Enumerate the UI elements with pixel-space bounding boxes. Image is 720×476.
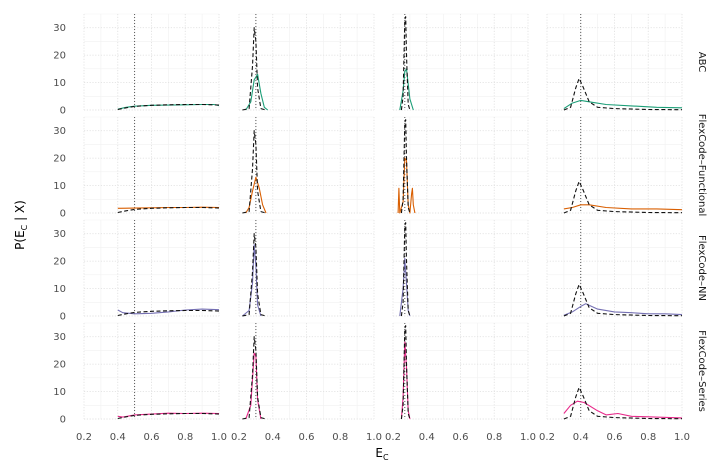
panel-r2-c1 <box>83 116 220 214</box>
y-tick-label: 10 <box>53 181 66 192</box>
panel-r2-c4 <box>546 116 683 214</box>
x-tick-label: 1.0 <box>366 432 382 443</box>
y-tick-label: 20 <box>53 51 66 62</box>
y-tick-label: 30 <box>53 332 66 343</box>
series-line-true-posterior <box>563 283 683 317</box>
panel-r3-c1 <box>83 219 220 317</box>
x-tick-label: 0.6 <box>299 432 315 443</box>
strip-label: FlexCode–Functional <box>696 114 707 216</box>
x-tick-label: 0.6 <box>607 432 623 443</box>
x-tick-label: 0.2 <box>539 432 555 443</box>
panel-r2-c3 <box>392 116 529 214</box>
y-tick-label: 20 <box>53 257 66 268</box>
x-tick-label: 0.4 <box>265 432 281 443</box>
y-axis-title-pre: P(E <box>13 230 27 250</box>
strip-label: ABC <box>696 52 707 73</box>
x-tick-label: 0.4 <box>419 432 435 443</box>
series-line-true-posterior <box>400 325 411 420</box>
panel-r1-c4 <box>546 13 683 111</box>
y-tick-label: 30 <box>53 229 66 240</box>
y-axis-title: P(EC | X) <box>13 200 29 250</box>
panel-r4-c2 <box>238 322 375 420</box>
series-line-true-posterior <box>117 412 220 420</box>
x-axis-title-subscript: C <box>383 453 389 462</box>
y-tick-label: 0 <box>60 312 66 323</box>
panel-r4-c3 <box>392 322 529 420</box>
y-tick-label: 30 <box>53 23 66 34</box>
series-line-estimate <box>563 400 683 419</box>
series-line-true-posterior <box>117 206 220 214</box>
panel-r1-c3 <box>392 13 529 111</box>
y-tick-label: 0 <box>60 209 66 220</box>
x-tick-label: 0.2 <box>76 432 92 443</box>
series-line-true-posterior <box>563 77 683 111</box>
x-tick-label: 0.2 <box>231 432 247 443</box>
panel-r3-c2 <box>238 219 375 317</box>
series-line-estimate <box>399 68 414 111</box>
x-tick-label: 1.0 <box>211 432 227 443</box>
series-line-true-posterior <box>400 222 411 317</box>
series-line-true-posterior <box>400 16 411 111</box>
series-line-estimate <box>563 99 683 110</box>
strip-label: FlexCode–Series <box>696 330 707 412</box>
series-line-estimate <box>242 244 262 317</box>
series-line-true-posterior <box>242 233 267 317</box>
y-axis-title-post: | X) <box>13 200 27 225</box>
series-line-true-posterior <box>242 27 267 111</box>
series-line-true-posterior <box>563 386 683 420</box>
x-tick-label: 0.2 <box>385 432 401 443</box>
y-tick-label: 20 <box>53 154 66 165</box>
x-tick-label: 0.6 <box>453 432 469 443</box>
y-tick-label: 0 <box>60 106 66 117</box>
panel-r2-c2 <box>238 116 375 214</box>
series-line-true-posterior <box>117 309 220 317</box>
panel-r4-c4 <box>546 322 683 420</box>
series-line-estimate <box>117 308 220 315</box>
x-tick-label: 0.4 <box>573 432 589 443</box>
x-tick-label: 1.0 <box>520 432 536 443</box>
y-tick-label: 0 <box>60 415 66 426</box>
series-line-estimate <box>563 303 683 316</box>
panel-r1-c1 <box>83 13 220 111</box>
series-line-true-posterior <box>242 336 267 420</box>
x-axis-title-main: E <box>375 446 383 460</box>
x-tick-label: 1.0 <box>674 432 690 443</box>
x-tick-label: 0.4 <box>110 432 126 443</box>
strip-label: FlexCode–NN <box>696 235 707 301</box>
y-tick-label: 10 <box>53 387 66 398</box>
y-tick-label: 20 <box>53 360 66 371</box>
y-tick-label: 10 <box>53 284 66 295</box>
y-tick-label: 30 <box>53 126 66 137</box>
series-line-estimate <box>245 73 269 111</box>
x-tick-label: 0.8 <box>177 432 193 443</box>
series-line-true-posterior <box>400 119 411 214</box>
series-line-estimate <box>563 204 683 211</box>
panel-r4-c1 <box>83 322 220 420</box>
series-line-estimate <box>245 176 267 214</box>
panel-r1-c2 <box>238 13 375 111</box>
series-line-true-posterior <box>242 130 267 214</box>
panel-r3-c3 <box>392 219 529 317</box>
x-axis-title: EC <box>375 446 389 462</box>
series-line-estimate <box>400 341 411 420</box>
y-tick-label: 10 <box>53 78 66 89</box>
x-tick-label: 0.8 <box>486 432 502 443</box>
y-axis-title-subscript: C <box>20 224 29 230</box>
panel-r3-c4 <box>546 219 683 317</box>
x-tick-label: 0.8 <box>332 432 348 443</box>
x-tick-label: 0.8 <box>640 432 656 443</box>
x-tick-label: 0.6 <box>144 432 160 443</box>
series-line-true-posterior <box>117 103 220 111</box>
series-line-true-posterior <box>563 180 683 214</box>
